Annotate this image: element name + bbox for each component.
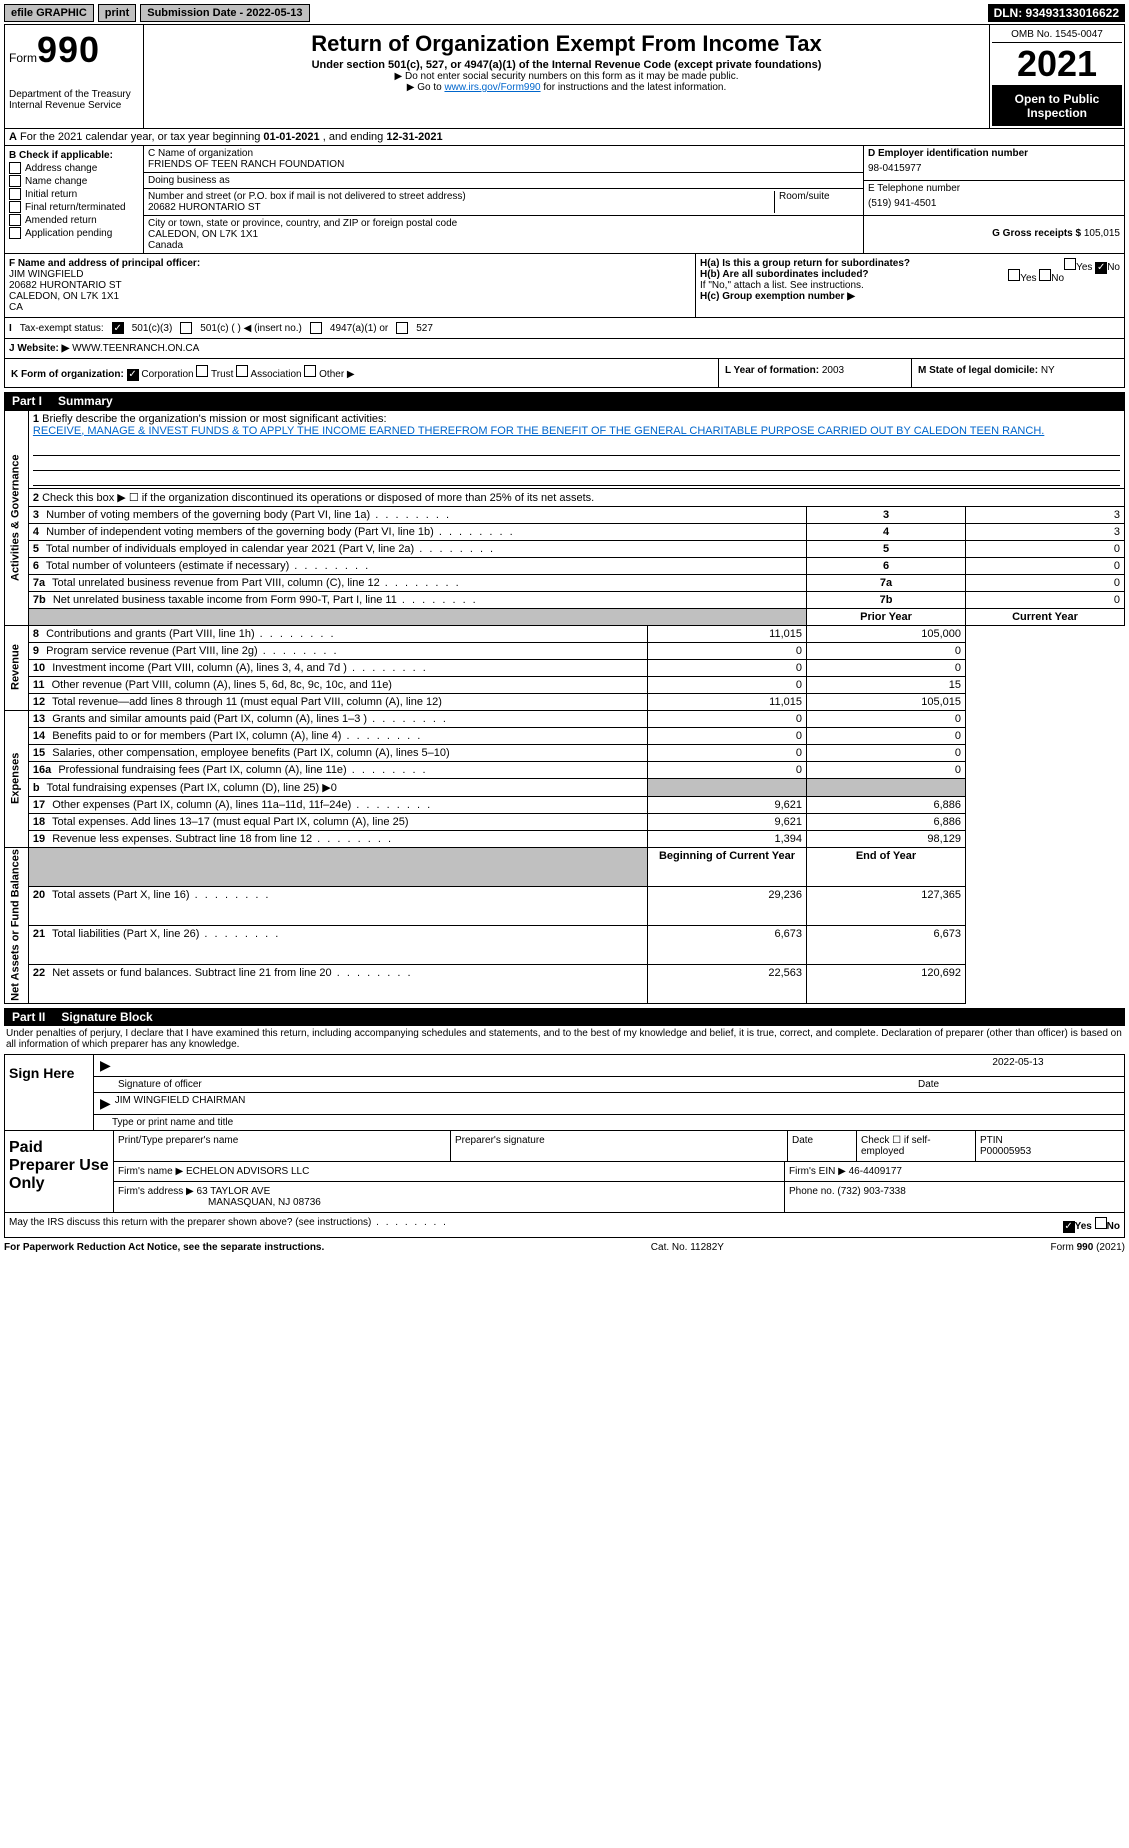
officer-typed-name: JIM WINGFIELD CHAIRMAN (115, 1095, 246, 1112)
submission-date: Submission Date - 2022-05-13 (140, 4, 309, 22)
side-gov: Activities & Governance (5, 410, 29, 625)
paid-preparer-block: Paid Preparer Use Only Print/Type prepar… (4, 1131, 1125, 1213)
section-b-c-d: B Check if applicable: Address change Na… (4, 146, 1125, 254)
ein-value: 98-0415977 (868, 159, 1120, 178)
officer-name: JIM WINGFIELD (9, 269, 83, 280)
label-addr: Number and street (or P.O. box if mail i… (148, 191, 770, 202)
phone-value: (519) 941-4501 (868, 194, 1120, 213)
form-label: Form (9, 51, 37, 65)
form-header: Form990 Department of the Treasury Inter… (4, 24, 1125, 129)
sign-here-label: Sign Here (5, 1055, 94, 1130)
subtitle-2: ▶ Do not enter social security numbers o… (148, 71, 985, 82)
chk-initial[interactable] (9, 188, 21, 200)
efile-tag: efile GRAPHIC (4, 4, 94, 22)
sig-of-officer (115, 1057, 918, 1074)
ptin: P00005953 (980, 1146, 1031, 1157)
row-a: A For the 2021 calendar year, or tax yea… (4, 129, 1125, 146)
declaration: Under penalties of perjury, I declare th… (4, 1026, 1125, 1052)
chk-hb-yes[interactable] (1008, 269, 1020, 281)
arrow-icon: ▶ (100, 1095, 111, 1112)
gross-receipts: 105,015 (1084, 228, 1120, 239)
label-city: City or town, state or province, country… (148, 218, 859, 229)
omb-number: OMB No. 1545-0047 (992, 27, 1122, 43)
row-f-h: F Name and address of principal officer:… (4, 254, 1125, 318)
org-name: FRIENDS OF TEEN RANCH FOUNDATION (148, 159, 859, 170)
box-b-title: B Check if applicable: (9, 150, 139, 161)
chk-assoc[interactable] (236, 365, 248, 377)
paid-label: Paid Preparer Use Only (5, 1131, 114, 1212)
chk-527[interactable] (396, 322, 408, 334)
row-k: K Form of organization: ✓ Corporation Tr… (4, 359, 1125, 388)
side-exp: Expenses (5, 710, 29, 847)
label-room: Room/suite (775, 191, 859, 213)
chk-discuss-yes[interactable]: ✓ (1063, 1221, 1075, 1233)
chk-501c3[interactable]: ✓ (112, 322, 124, 334)
mission-text[interactable]: RECEIVE, MANAGE & INVEST FUNDS & TO APPL… (33, 425, 1044, 437)
label-dba: Doing business as (148, 175, 859, 186)
label-f: F Name and address of principal officer: (9, 258, 200, 269)
chk-name[interactable] (9, 175, 21, 187)
dln: DLN: 93493133016622 (988, 4, 1125, 22)
chk-4947[interactable] (310, 322, 322, 334)
dept-label: Department of the Treasury Internal Reve… (9, 89, 139, 111)
print-button[interactable]: print (98, 4, 136, 22)
chk-address[interactable] (9, 162, 21, 174)
subtitle-1: Under section 501(c), 527, or 4947(a)(1)… (148, 59, 985, 71)
part1-header: Part I Summary (4, 392, 1125, 410)
chk-other[interactable] (304, 365, 316, 377)
label-c-name: C Name of organization (148, 148, 859, 159)
chk-ha-no[interactable]: ✓ (1095, 262, 1107, 274)
chk-ha-yes[interactable] (1064, 258, 1076, 270)
row-j: J Website: ▶ WWW.TEENRANCH.ON.CA (4, 339, 1125, 359)
chk-pending[interactable] (9, 227, 21, 239)
row-3: 3 Number of voting members of the govern… (5, 506, 1125, 523)
side-rev: Revenue (5, 625, 29, 710)
footer: For Paperwork Reduction Act Notice, see … (4, 1238, 1125, 1257)
chk-501c[interactable] (180, 322, 192, 334)
irs-link[interactable]: www.irs.gov/Form990 (444, 82, 540, 93)
chk-amended[interactable] (9, 214, 21, 226)
chk-discuss-no[interactable] (1095, 1217, 1107, 1229)
addr-value: 20682 HURONTARIO ST (148, 202, 770, 213)
city-value: CALEDON, ON L7K 1X1 Canada (148, 229, 859, 251)
form-number: 990 (37, 29, 100, 70)
tax-year: 2021 (992, 43, 1122, 86)
part2-header: Part II Signature Block (4, 1008, 1125, 1026)
firm-ein: 46-4409177 (849, 1166, 902, 1177)
label-e: E Telephone number (868, 183, 1120, 194)
chk-corp[interactable]: ✓ (127, 369, 139, 381)
firm-phone: (732) 903-7338 (837, 1186, 905, 1197)
label-d: D Employer identification number (868, 148, 1120, 159)
open-to-public: Open to Public Inspection (992, 86, 1122, 126)
chk-trust[interactable] (196, 365, 208, 377)
side-net: Net Assets or Fund Balances (5, 847, 29, 1004)
summary-table: Activities & Governance 1 Briefly descri… (4, 410, 1125, 1005)
sign-block: Sign Here ▶ 2022-05-13 Signature of offi… (4, 1054, 1125, 1131)
form-title: Return of Organization Exempt From Incom… (148, 31, 985, 57)
arrow-icon: ▶ (100, 1057, 111, 1074)
subtitle-3: ▶ Go to www.irs.gov/Form990 for instruct… (148, 82, 985, 93)
discuss-row: May the IRS discuss this return with the… (4, 1213, 1125, 1238)
label-g: G Gross receipts $ (992, 228, 1081, 239)
firm-name: ECHELON ADVISORS LLC (186, 1166, 309, 1177)
row-i: I Tax-exempt status: ✓501(c)(3) 501(c) (… (4, 318, 1125, 339)
chk-final[interactable] (9, 201, 21, 213)
website-value: WWW.TEENRANCH.ON.CA (72, 343, 199, 354)
topbar: efile GRAPHIC print Submission Date - 20… (4, 4, 1125, 22)
chk-hb-no[interactable] (1039, 269, 1051, 281)
